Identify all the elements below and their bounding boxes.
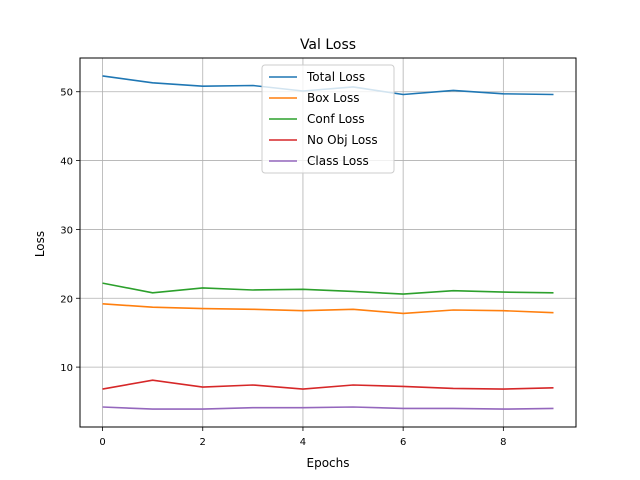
y-axis-label: Loss <box>33 231 47 257</box>
y-tick-label: 30 <box>60 225 73 236</box>
legend-label-class-loss: Class Loss <box>307 154 369 168</box>
x-tick-label: 2 <box>200 437 206 448</box>
series-line-class-loss <box>102 406 554 410</box>
series-line-box-loss <box>102 303 554 315</box>
x-axis-label: Epochs <box>307 456 350 470</box>
x-tick-label: 8 <box>500 437 506 448</box>
legend-label-conf-loss: Conf Loss <box>307 112 365 126</box>
y-tick-label: 50 <box>60 88 73 99</box>
x-tick-label: 4 <box>300 437 306 448</box>
tick-layer: 0 2 4 6 8 10 20 30 40 50 <box>60 88 506 448</box>
x-tick-label: 6 <box>400 437 406 448</box>
x-tick-label: 0 <box>99 437 105 448</box>
series-line-no-obj-loss <box>102 379 554 390</box>
plot-area-frame <box>79 57 577 428</box>
y-tick-label: 10 <box>60 363 73 374</box>
legend-label-no-obj-loss: No Obj Loss <box>307 133 378 147</box>
legend: Total Loss Box Loss Conf Loss No Obj Loss Cl… <box>261 64 395 174</box>
legend-label-total-loss: Total Loss <box>306 70 365 84</box>
y-tick-label: 40 <box>60 157 73 168</box>
legend-box <box>261 64 395 174</box>
legend-label-box-loss: Box Loss <box>307 91 359 105</box>
series-line-conf-loss <box>102 282 554 295</box>
chart-title: Val Loss <box>300 37 356 53</box>
y-tick-label: 20 <box>60 294 73 305</box>
